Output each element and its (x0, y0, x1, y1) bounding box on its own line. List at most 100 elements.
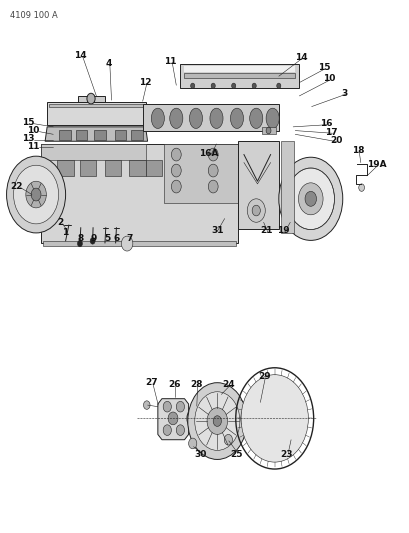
Bar (59, 130, 71, 140)
Text: 31: 31 (211, 226, 223, 235)
Circle shape (208, 180, 218, 193)
Ellipse shape (189, 108, 202, 128)
Text: 16A: 16A (199, 149, 218, 158)
Circle shape (143, 401, 150, 409)
Text: 14: 14 (294, 53, 307, 61)
Circle shape (187, 383, 246, 459)
Text: 14: 14 (74, 52, 86, 60)
Ellipse shape (265, 108, 279, 128)
Circle shape (213, 416, 221, 426)
Circle shape (176, 425, 184, 435)
Text: 10: 10 (27, 126, 40, 135)
Text: 26: 26 (168, 381, 180, 389)
Circle shape (194, 392, 239, 450)
Circle shape (358, 184, 364, 191)
Text: 5: 5 (104, 234, 110, 243)
Text: 29: 29 (258, 373, 270, 381)
Text: 10: 10 (322, 75, 334, 83)
Text: 15: 15 (22, 118, 34, 127)
Circle shape (252, 205, 260, 216)
Polygon shape (80, 160, 96, 176)
Polygon shape (261, 127, 275, 134)
Circle shape (304, 191, 316, 206)
Polygon shape (281, 141, 294, 233)
Circle shape (31, 188, 41, 201)
Text: 13: 13 (22, 134, 34, 143)
Circle shape (7, 156, 65, 233)
Ellipse shape (151, 108, 164, 128)
Circle shape (211, 83, 215, 88)
Polygon shape (41, 144, 145, 160)
Text: 1: 1 (62, 229, 69, 237)
Text: 4: 4 (105, 60, 112, 68)
Circle shape (190, 83, 194, 88)
Circle shape (231, 83, 235, 88)
Text: 2: 2 (57, 219, 64, 227)
Text: 20: 20 (329, 136, 342, 145)
Text: 22: 22 (10, 182, 22, 191)
Text: 19A: 19A (366, 160, 386, 168)
Polygon shape (57, 160, 74, 176)
Circle shape (168, 412, 178, 425)
Bar (180, 64, 299, 88)
Circle shape (77, 240, 82, 247)
Ellipse shape (249, 108, 262, 128)
Text: 27: 27 (145, 378, 157, 387)
Circle shape (171, 180, 181, 193)
Text: 9: 9 (90, 234, 97, 243)
Circle shape (171, 164, 181, 177)
Bar (49, 104, 143, 107)
Circle shape (191, 413, 200, 424)
Circle shape (26, 181, 46, 208)
Bar (184, 66, 294, 72)
Text: 4109 100 A: 4109 100 A (10, 12, 58, 20)
Text: 30: 30 (193, 450, 206, 458)
Circle shape (224, 434, 232, 445)
Bar (115, 130, 126, 140)
Polygon shape (47, 102, 145, 125)
Polygon shape (143, 104, 278, 131)
Polygon shape (41, 144, 237, 243)
Circle shape (171, 148, 181, 161)
Polygon shape (43, 241, 235, 246)
Polygon shape (164, 144, 237, 203)
Text: 11: 11 (27, 142, 40, 150)
Text: 6: 6 (113, 234, 120, 243)
Circle shape (13, 165, 58, 224)
Text: 25: 25 (230, 450, 243, 458)
Text: 19: 19 (277, 227, 289, 235)
Circle shape (246, 410, 259, 427)
Circle shape (265, 127, 270, 134)
Circle shape (208, 148, 218, 161)
Text: 23: 23 (280, 450, 292, 458)
Text: 11: 11 (164, 57, 176, 66)
Bar (94, 130, 106, 140)
Circle shape (188, 438, 196, 449)
Circle shape (247, 199, 265, 222)
Polygon shape (237, 141, 278, 229)
Text: 17: 17 (324, 128, 337, 136)
Circle shape (207, 408, 227, 434)
Ellipse shape (169, 108, 182, 128)
Circle shape (240, 375, 308, 462)
Circle shape (298, 183, 322, 215)
Text: 15: 15 (317, 63, 329, 72)
Text: 16: 16 (319, 119, 331, 128)
Circle shape (176, 401, 184, 412)
Circle shape (208, 164, 218, 177)
Circle shape (286, 168, 334, 230)
Polygon shape (104, 160, 121, 176)
Circle shape (90, 238, 95, 244)
Text: 8: 8 (77, 234, 83, 243)
Circle shape (240, 402, 265, 434)
Ellipse shape (230, 108, 243, 128)
Bar (76, 130, 87, 140)
Circle shape (121, 236, 133, 251)
Text: 21: 21 (260, 227, 272, 235)
Polygon shape (145, 160, 162, 176)
Circle shape (278, 157, 342, 240)
Text: 7: 7 (126, 234, 132, 243)
Ellipse shape (209, 108, 222, 128)
Polygon shape (45, 127, 147, 141)
Circle shape (87, 93, 95, 104)
